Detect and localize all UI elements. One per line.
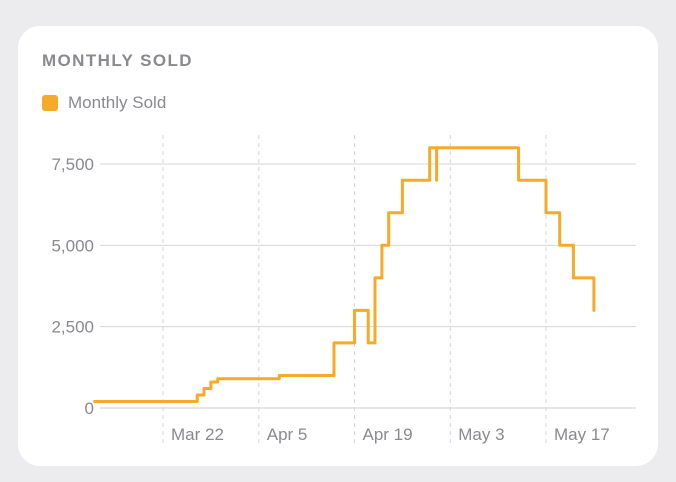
x-tick-label: May 3	[458, 425, 504, 444]
series-lines	[93, 146, 596, 403]
y-tick-label: 2,500	[51, 318, 94, 337]
x-tick-label: Mar 22	[171, 425, 224, 444]
x-axis-ticks: Mar 22 Apr 5 Apr 19 May 3 May 17	[171, 425, 610, 444]
x-tick-label: Apr 19	[363, 425, 413, 444]
chart-card: MONTHLY SOLD Monthly Sold	[18, 26, 658, 466]
y-axis-ticks: 0 2,500 5,000 7,500	[51, 155, 94, 418]
series-line	[93, 146, 596, 403]
y-tick-label: 5,000	[51, 236, 94, 255]
y-tick-label: 0	[85, 399, 94, 418]
chart-title: MONTHLY SOLD	[42, 51, 193, 70]
legend-label: Monthly Sold	[68, 93, 167, 112]
gridlines	[100, 135, 636, 444]
y-tick-label: 7,500	[51, 155, 94, 174]
x-tick-label: Apr 5	[267, 425, 308, 444]
legend-swatch	[42, 95, 58, 111]
x-tick-label: May 17	[554, 425, 610, 444]
legend: Monthly Sold	[42, 93, 166, 113]
